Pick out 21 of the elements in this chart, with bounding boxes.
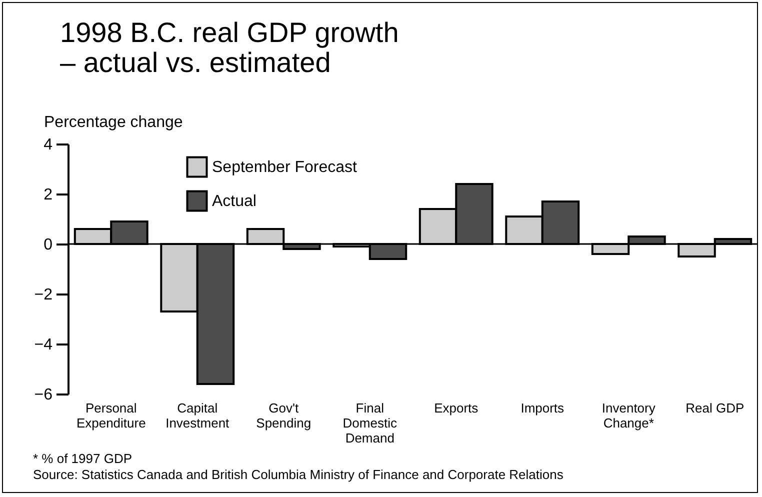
y-tick-label: −6 (34, 386, 53, 404)
legend-label: Actual (212, 193, 256, 210)
text: * % of 1997 GDP (33, 451, 133, 467)
text: 1998 B.C. real GDP growth (60, 17, 399, 48)
x-tick-label: Final Domestic Demand (342, 400, 398, 446)
y-axis-title: Percentage change (44, 114, 183, 131)
source-note: Source: Statistics Canada and British Columbia Ministry of Finance and Corporate Relations (33, 467, 564, 483)
x-tick-label: Personal Expenditure (76, 400, 146, 430)
y-tick-label: 2 (44, 186, 53, 204)
legend-label: September Forecast (212, 159, 358, 176)
x-tick-label: Capital Investment (166, 400, 230, 430)
x-tick-label: Inventory Change* (602, 400, 656, 430)
y-tick-label: −2 (34, 286, 53, 304)
x-tick-label: Exports (434, 400, 479, 416)
x-tick-label: Gov't Spending (256, 400, 312, 430)
x-tick-label: Imports (520, 400, 565, 416)
y-tick-label: 0 (44, 236, 53, 254)
x-tick-label: Real GDP (686, 400, 744, 416)
y-tick-label: 4 (44, 136, 53, 154)
y-tick-label: −4 (34, 336, 53, 354)
text: – actual vs. estimated (60, 47, 331, 78)
